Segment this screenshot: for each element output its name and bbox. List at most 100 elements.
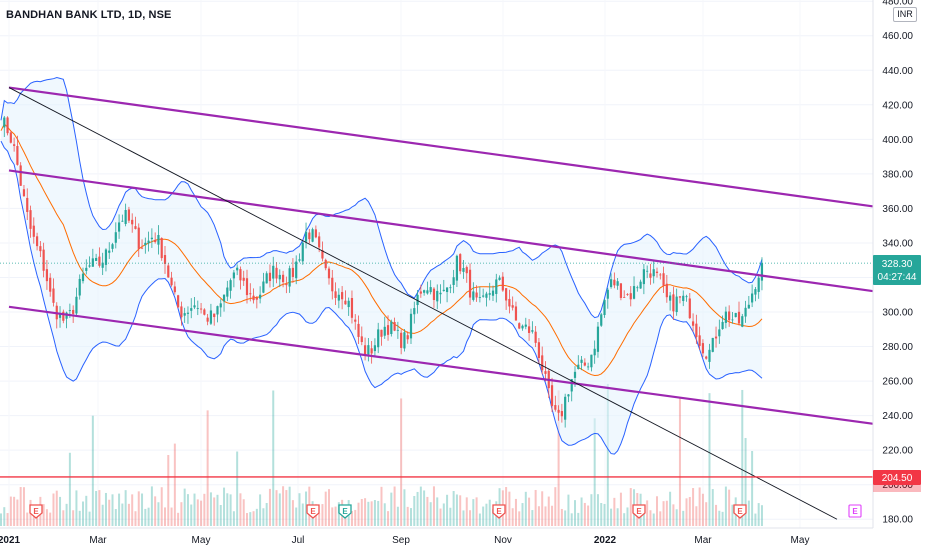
- candle-body: [600, 314, 603, 326]
- volume-bar: [567, 494, 570, 526]
- volume-bar: [272, 390, 275, 526]
- volume-bar: [505, 487, 508, 526]
- earnings-marker[interactable]: E: [733, 504, 747, 519]
- volume-bar: [587, 505, 590, 526]
- drawing-tools[interactable]: [0, 86, 878, 520]
- volume-bar: [78, 510, 81, 526]
- volume-bar: [19, 487, 22, 526]
- earnings-marker[interactable]: E: [338, 504, 352, 519]
- candle-body: [452, 277, 455, 285]
- volume-bar: [580, 497, 583, 526]
- candle-body: [482, 295, 485, 297]
- volume-bar: [160, 487, 163, 526]
- candle-body: [609, 279, 613, 288]
- earnings-marker-shape: [632, 504, 646, 519]
- candle-body: [531, 330, 534, 332]
- candle-body: [324, 259, 327, 269]
- volume-bar: [183, 488, 186, 526]
- price-axis[interactable]: 480.00 460.00 440.00 420.00 400.00 380.00 360.…: [872, 0, 932, 528]
- volume-bar: [619, 492, 622, 526]
- candle-body: [691, 321, 695, 326]
- earnings-marker[interactable]: E: [492, 504, 506, 519]
- candle-body: [19, 165, 22, 186]
- volume-bar: [236, 451, 239, 526]
- channel-line-middle[interactable]: [8, 169, 878, 293]
- volume-bar: [439, 508, 442, 526]
- earnings-marker-shape: [492, 504, 506, 519]
- candle-body: [721, 321, 724, 330]
- upcoming-event-label: E: [852, 507, 858, 516]
- volume-bar: [118, 493, 121, 526]
- volume-bar: [88, 511, 91, 526]
- candle-body: [590, 354, 593, 368]
- candle-body: [567, 394, 570, 397]
- candle-body: [593, 348, 596, 356]
- candle-body: [619, 283, 623, 298]
- candle-body: [49, 277, 52, 292]
- candle-body: [72, 309, 75, 314]
- candle-body: [711, 337, 714, 352]
- candle-body: [439, 292, 442, 295]
- channel-line-lower[interactable]: [8, 305, 878, 426]
- volume-bar: [62, 510, 65, 526]
- volume-bar: [167, 455, 170, 526]
- volume-bar: [196, 499, 199, 526]
- candle-body: [216, 306, 219, 315]
- volume-bar: [387, 511, 390, 526]
- volume-bar: [137, 491, 140, 526]
- volume-bar: [715, 504, 718, 526]
- candle-body: [124, 210, 127, 224]
- candle-body: [475, 292, 478, 298]
- candle-body: [321, 250, 324, 259]
- volume-bar: [216, 494, 219, 526]
- trendline[interactable]: [8, 87, 838, 520]
- volume-bar: [291, 500, 294, 526]
- symbol-title[interactable]: BANDHAN BANK LTD, 1D, NSE: [6, 9, 172, 21]
- candle-body: [455, 255, 459, 281]
- candle-body: [678, 296, 682, 298]
- volume-bar: [200, 500, 203, 526]
- time-axis[interactable]: 2021 Mar May Jul Sep Nov 2022 Mar May: [0, 527, 873, 550]
- last-price-value: 328.30: [882, 259, 913, 270]
- volume-bar: [22, 487, 25, 526]
- volume-bar: [656, 496, 658, 526]
- volume-bar: [511, 508, 514, 526]
- volume-bar: [265, 502, 268, 526]
- earnings-marker[interactable]: E: [632, 504, 646, 519]
- candle-body: [564, 396, 567, 420]
- time-tick-label: Mar: [89, 535, 107, 546]
- earnings-marker-label: E: [342, 507, 348, 516]
- volume-bar: [649, 510, 652, 526]
- candle-body: [29, 210, 32, 229]
- candle-body: [360, 336, 363, 343]
- volume-bar: [328, 489, 330, 526]
- candle-body: [295, 261, 298, 279]
- volume-bar: [446, 494, 449, 526]
- earnings-marker[interactable]: E: [29, 504, 43, 519]
- volume-bar: [449, 507, 452, 526]
- volume-bar: [465, 497, 468, 526]
- candle-body: [754, 289, 757, 295]
- volume-bar: [410, 508, 412, 526]
- volume-bar: [623, 513, 626, 526]
- earnings-marker[interactable]: E: [306, 504, 320, 519]
- earnings-marker-shape: [306, 504, 320, 519]
- volume-bar: [721, 511, 724, 526]
- channel-line-upper[interactable]: [8, 86, 878, 209]
- volume-bar: [32, 510, 35, 526]
- price-tick-label: 240.00: [882, 411, 913, 422]
- price-tick-label: 440.00: [882, 66, 913, 77]
- candle-body: [121, 220, 124, 222]
- candle-body: [390, 321, 393, 335]
- candle-body: [367, 345, 370, 355]
- currency-badge[interactable]: INR: [893, 7, 917, 22]
- candle-body: [347, 300, 350, 308]
- upcoming-event-marker[interactable]: E: [848, 504, 862, 518]
- volume-bar: [350, 510, 353, 526]
- volume-bar: [728, 489, 731, 526]
- candle-body: [180, 306, 183, 318]
- candle-body: [32, 225, 35, 237]
- candle-body: [239, 269, 242, 281]
- candle-body: [85, 267, 88, 271]
